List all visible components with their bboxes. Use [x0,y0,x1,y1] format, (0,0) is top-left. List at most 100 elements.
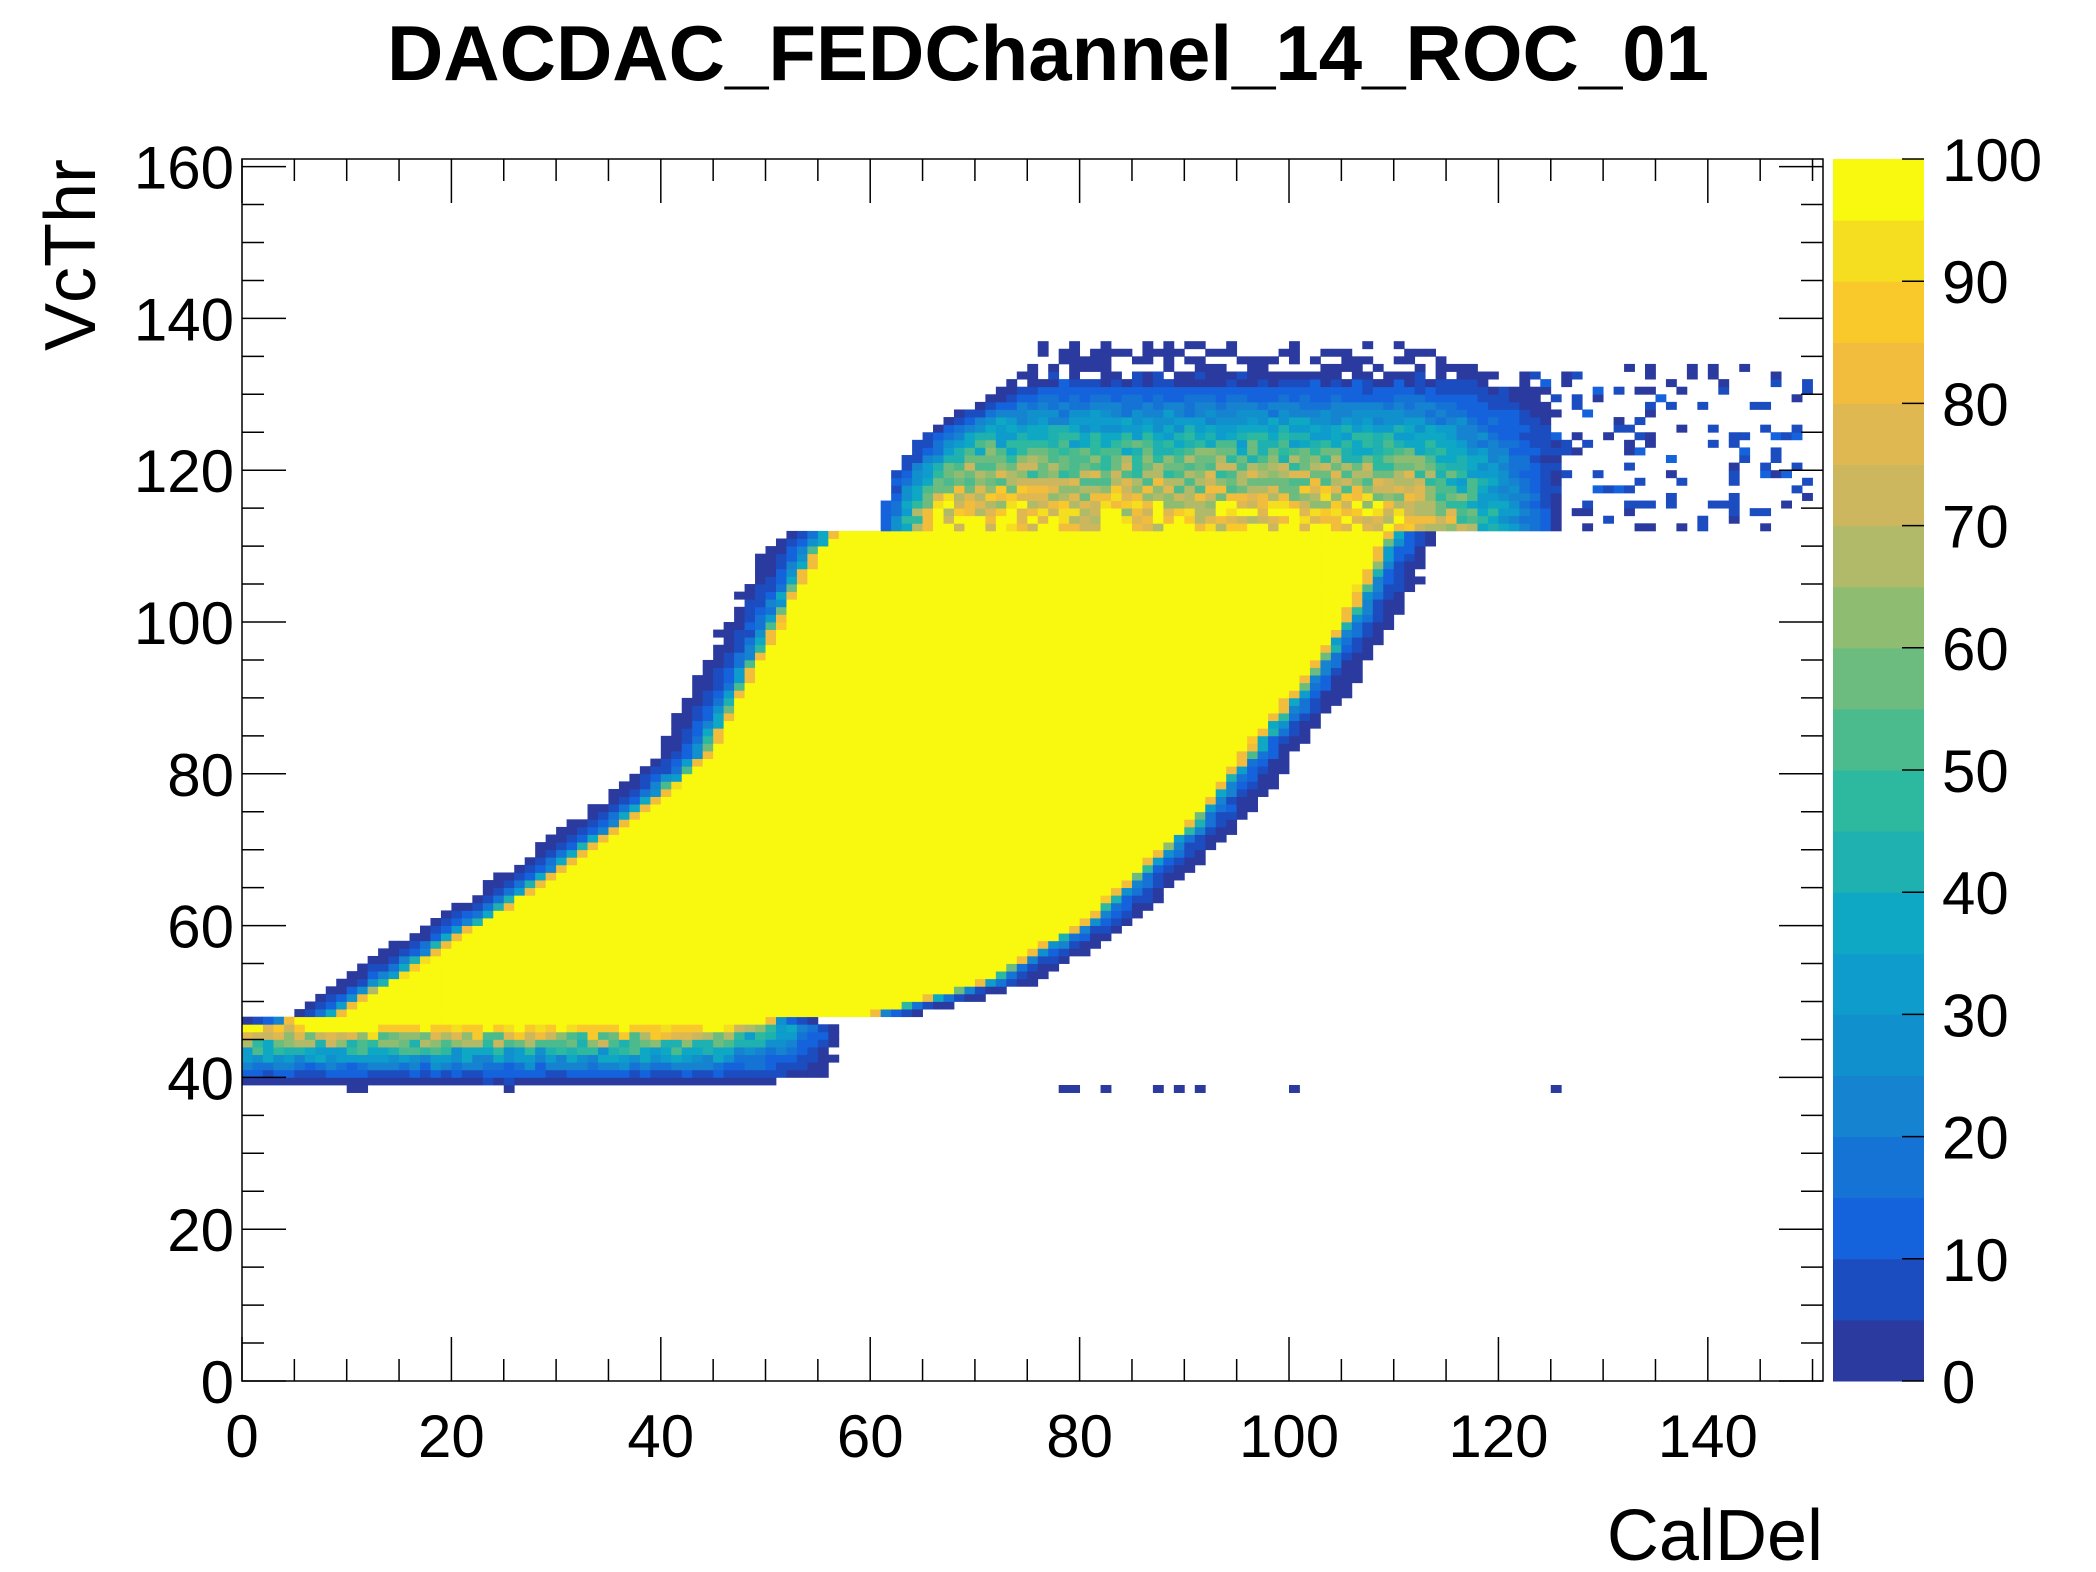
heatmap-cell [870,925,882,934]
heatmap-cell [880,864,892,873]
heatmap-cell [1058,652,1070,661]
heatmap-cell [953,766,965,775]
heatmap-cell [1121,705,1133,714]
heatmap-cell [995,515,1007,524]
heatmap-cell [859,834,871,843]
heatmap-cell [1069,394,1081,403]
heatmap-cell [796,918,808,926]
heatmap-cell [775,918,787,926]
heatmap-cell [692,713,704,722]
heatmap-cell [912,682,923,691]
heatmap-cell [1027,652,1039,661]
heatmap-cell [1215,751,1227,760]
heatmap-cell [430,948,442,957]
heatmap-cell [304,1077,316,1086]
heatmap-cell [838,621,850,630]
heatmap-cell [1121,864,1133,873]
heatmap-cell [922,758,934,767]
heatmap-cell [859,659,871,668]
heatmap-cell [786,788,798,797]
heatmap-cell [974,811,986,820]
heatmap-cell [1184,826,1196,835]
heatmap-cell [1006,971,1018,980]
heatmap-cell [1226,538,1238,547]
heatmap-cell [1173,675,1185,684]
heatmap-cell [1121,500,1133,509]
heatmap-cell [880,895,892,904]
heatmap-cell [1173,857,1185,866]
heatmap-cell [461,1039,473,1048]
heatmap-cell [828,910,840,919]
heatmap-cell [1069,546,1081,555]
heatmap-cell [723,652,735,661]
heatmap-cell [461,993,473,1002]
heatmap-cell [891,538,903,547]
heatmap-cell [1048,599,1060,608]
heatmap-cell [974,530,986,539]
heatmap-cell [1079,796,1091,805]
heatmap-cell [985,515,997,524]
heatmap-cell [828,1009,840,1018]
heatmap-cell [1205,477,1217,486]
heatmap-cell [1121,470,1133,479]
heatmap-cell [1048,485,1060,494]
heatmap-cell [880,1009,892,1018]
heatmap-cell [859,766,871,775]
heatmap-cell [943,849,955,858]
heatmap-cell [1194,713,1206,722]
heatmap-cell [974,409,986,418]
heatmap-cell [723,872,735,881]
heatmap-cell [681,1016,693,1025]
heatmap-cell [901,485,913,494]
heatmap-cell [964,629,976,638]
heatmap-cell [482,1062,494,1071]
heatmap-cell [1131,409,1143,418]
heatmap-cell [1016,606,1028,615]
heatmap-cell [587,895,599,904]
heatmap-cell [744,675,756,684]
heatmap-cell [755,1039,766,1048]
heatmap-cell [775,599,787,608]
heatmap-cell [273,1024,285,1033]
heatmap-cell [734,842,745,851]
heatmap-cell [1142,690,1154,699]
heatmap-cell [524,1031,536,1040]
heatmap-cell [587,993,599,1002]
heatmap-cell [786,690,798,699]
heatmap-cell [985,492,997,501]
heatmap-cell [933,690,944,699]
heatmap-cell [1048,766,1060,775]
heatmap-cell [608,925,620,934]
heatmap-cell [838,826,850,835]
heatmap-cell [953,887,965,896]
heatmap-cell [357,1047,369,1056]
heatmap-cell [1111,895,1122,904]
heatmap-cell [1142,492,1154,501]
heatmap-cell [943,561,955,570]
heatmap-cell [1215,811,1227,820]
heatmap-cell [1163,826,1175,835]
heatmap-cell [409,933,421,942]
heatmap-cell [786,758,798,767]
heatmap-cell [1006,925,1018,934]
heatmap-cell [1131,447,1143,456]
heatmap-cell [273,1016,285,1025]
heatmap-cell [556,895,567,904]
heatmap-cell [1184,849,1196,858]
heatmap-cell [1257,697,1269,706]
heatmap-cell [817,614,829,623]
heatmap-cell [838,599,850,608]
heatmap-cell [901,735,913,744]
heatmap-cell [1247,644,1259,653]
heatmap-cell [849,675,861,684]
heatmap-cell [953,568,965,577]
heatmap-cell [692,697,704,706]
heatmap-cell [1152,872,1164,881]
heatmap-cell [744,766,756,775]
heatmap-cell [472,963,484,972]
heatmap-cell [995,781,1007,790]
heatmap-cell [650,918,662,926]
heatmap-cell [1226,432,1238,441]
heatmap-cell [440,955,452,964]
heatmap-cell [744,826,756,835]
